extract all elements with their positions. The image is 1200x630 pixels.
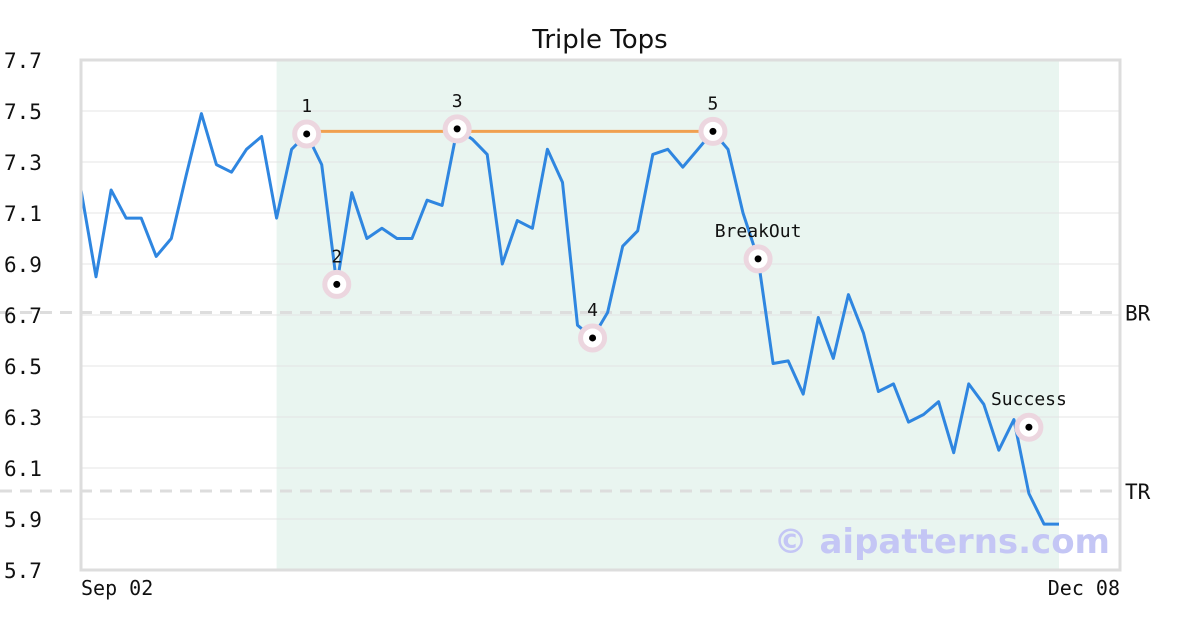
annotation-marker-dot (1025, 423, 1033, 431)
annotation-label: BreakOut (715, 221, 802, 242)
y-tick-label: 7.3 (4, 151, 42, 175)
annotation-marker-dot (754, 255, 762, 263)
annotation-label: 4 (587, 300, 598, 321)
x-axis-ticks: Sep 02 Dec 08 (81, 576, 1120, 600)
y-tick-label: 7.7 (4, 49, 42, 73)
annotation-label: 1 (301, 96, 312, 117)
annotation-marker-dot (453, 125, 461, 133)
annotation-marker-dot (589, 334, 597, 342)
chart-title: Triple Tops (531, 25, 667, 55)
annotation-label: 2 (331, 246, 342, 267)
y-tick-label: 6.5 (4, 355, 42, 379)
y-tick-label: 6.7 (4, 304, 42, 328)
annotation-marker-dot (303, 130, 311, 138)
plot-frame (79, 58, 1122, 572)
x-tick-label: Sep 02 (81, 576, 153, 600)
y-tick-label: 6.9 (4, 253, 42, 277)
reference-line-label: TR (1125, 480, 1151, 504)
annotation-label: 3 (452, 91, 463, 112)
annotation-label: Success (991, 389, 1067, 410)
y-tick-label: 6.1 (4, 457, 42, 481)
annotation-label: 5 (708, 93, 719, 114)
price-series-line (79, 112, 1059, 526)
y-tick-label: 5.7 (4, 559, 42, 583)
y-tick-label: 6.3 (4, 406, 42, 430)
reference-line-label: BR (1125, 301, 1151, 325)
y-axis-ticks: 7.7 7.5 7.3 7.1 6.9 6.7 6.5 6.3 6.1 5.9 5.7 (4, 49, 42, 583)
x-tick-label: Dec 08 (1048, 576, 1120, 600)
pattern-annotations: 1 2 3 4 5 BreakOut Success (292, 91, 1067, 442)
annotation-marker-dot (709, 127, 717, 135)
y-tick-label: 5.9 (4, 508, 42, 532)
y-tick-label: 7.5 (4, 100, 42, 124)
watermark: © aipatterns.com (774, 522, 1110, 562)
y-tick-label: 7.1 (4, 202, 42, 226)
annotation-marker-dot (333, 280, 341, 288)
reference-lines: BR TR (0, 301, 1151, 504)
